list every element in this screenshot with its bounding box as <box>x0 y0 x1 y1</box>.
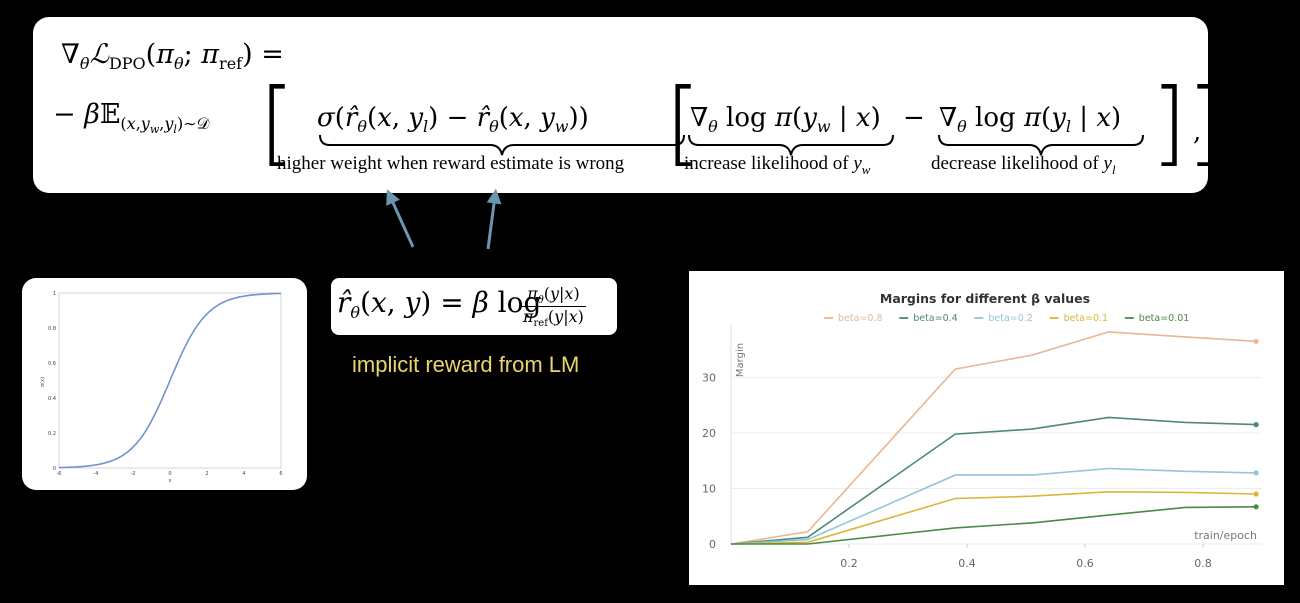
sigmoid-y-tick: 0.6 <box>48 361 56 367</box>
left-inner-bracket: [ <box>665 69 701 176</box>
sigmoid-y-tick: 0 <box>53 466 56 472</box>
underbrace-weight <box>319 134 685 156</box>
sigmoid-xlabel: x <box>169 478 172 484</box>
grad-yw-term: ∇θ log π(yw | x) <box>690 103 881 136</box>
sigmoid-plot-card: -6 -4 -2 0 2 4 6 0 0.2 0.4 0.6 0.8 1 x σ(x) <box>22 278 307 490</box>
chart-x-tick: 0.6 <box>1076 557 1094 570</box>
legend-label: beta=0.2 <box>988 313 1033 324</box>
sigmoid-x-tick: 2 <box>205 471 208 477</box>
grad-yl-term: ∇θ log π(yl | x) <box>939 103 1122 136</box>
chart-y-tick: 0 <box>709 538 716 551</box>
legend-label: beta=0.01 <box>1139 313 1190 324</box>
sigmoid-y-tick: 0.8 <box>48 326 56 332</box>
chart-y-tick: 20 <box>702 427 716 440</box>
left-outer-bracket: [ <box>259 69 295 176</box>
dpo-gradient-equation-card: ∇θℒDPO(πθ; πref) = − β𝔼(x,yw,yl)∼𝒟 [ σ(r… <box>33 17 1223 193</box>
sigma-term: σ(r̂θ(x, yl) − r̂θ(x, yw)) <box>317 103 589 136</box>
sigmoid-x-tick: -2 <box>131 471 136 477</box>
sigmoid-ylabel: σ(x) <box>40 377 46 387</box>
label-decrease-likelihood: decrease likelihood of yl <box>931 153 1116 177</box>
right-brackets: ]] <box>1151 69 1223 176</box>
chart-y-tick: 30 <box>702 371 716 384</box>
chart-title: Margins for different β values <box>880 291 1090 306</box>
legend-label: beta=0.4 <box>913 313 958 324</box>
sigmoid-x-tick: 6 <box>279 471 282 477</box>
chart-y-tick: 10 <box>702 482 716 495</box>
sigmoid-curve <box>58 292 282 469</box>
chart-legend: beta=0.8 beta=0.4 beta=0.2 beta=0.1 beta=0.0… <box>824 313 1189 324</box>
underbrace-increase <box>688 134 894 156</box>
series-line-beta=0.1 <box>730 490 1257 545</box>
trailing-comma: , <box>1193 117 1202 147</box>
chart-x-tick: 0.2 <box>840 557 858 570</box>
underbrace-decrease <box>938 134 1144 156</box>
arrow-right <box>486 188 502 250</box>
chart-x-tick: 0.8 <box>1194 557 1212 570</box>
series-end-point <box>1253 338 1259 344</box>
minus-sign: − <box>903 103 925 133</box>
sigmoid-x-tick: 4 <box>242 471 245 477</box>
reward-formula-card: r̂θ(x, y) = β log πθ(y|x) πref(y|x) <box>331 278 617 335</box>
sigmoid-x-tick: -6 <box>57 471 62 477</box>
equation-expectation: − β𝔼(x,yw,yl)∼𝒟 <box>53 99 210 137</box>
equation-lhs: ∇θℒDPO(πθ; πref) = <box>61 39 284 73</box>
margins-chart: Margins for different β values beta=0.8 b… <box>702 291 1262 570</box>
reward-fraction: πθ(y|x) πref(y|x) <box>521 284 586 330</box>
legend-label: beta=0.8 <box>838 313 883 324</box>
sigmoid-y-tick: 0.2 <box>48 431 56 437</box>
legend-label: beta=0.1 <box>1064 313 1109 324</box>
label-higher-weight: higher weight when reward estimate is wr… <box>277 153 625 174</box>
chart-ylabel: Margin <box>735 343 746 377</box>
series-end-point <box>1253 470 1259 476</box>
underbraces <box>319 134 1144 156</box>
sigmoid-x-tick: -4 <box>94 471 99 477</box>
sigmoid-y-tick: 1 <box>53 291 56 297</box>
reward-caption: implicit reward from LM <box>352 352 580 377</box>
series-end-point <box>1253 422 1259 428</box>
arrow-left <box>386 189 415 248</box>
sigmoid-plot: -6 -4 -2 0 2 4 6 0 0.2 0.4 0.6 0.8 1 x σ(x) <box>40 291 283 484</box>
series-end-point <box>1253 504 1259 510</box>
series-line-beta=0.8 <box>730 331 1257 545</box>
series-end-point <box>1253 491 1259 497</box>
label-increase-likelihood: increase likelihood of yw <box>684 153 871 177</box>
sigmoid-x-tick: 0 <box>168 471 171 477</box>
reward-formula: r̂θ(x, y) = β log <box>337 286 542 322</box>
series-line-beta=0.4 <box>730 416 1257 545</box>
series-line-beta=0.01 <box>731 506 1257 545</box>
margins-chart-card: Margins for different β values beta=0.8 b… <box>689 271 1284 585</box>
sigmoid-y-tick: 0.4 <box>48 396 56 402</box>
chart-x-tick: 0.4 <box>958 557 976 570</box>
chart-xlabel: train/epoch <box>1194 529 1257 542</box>
series-line-beta=0.2 <box>730 467 1257 545</box>
